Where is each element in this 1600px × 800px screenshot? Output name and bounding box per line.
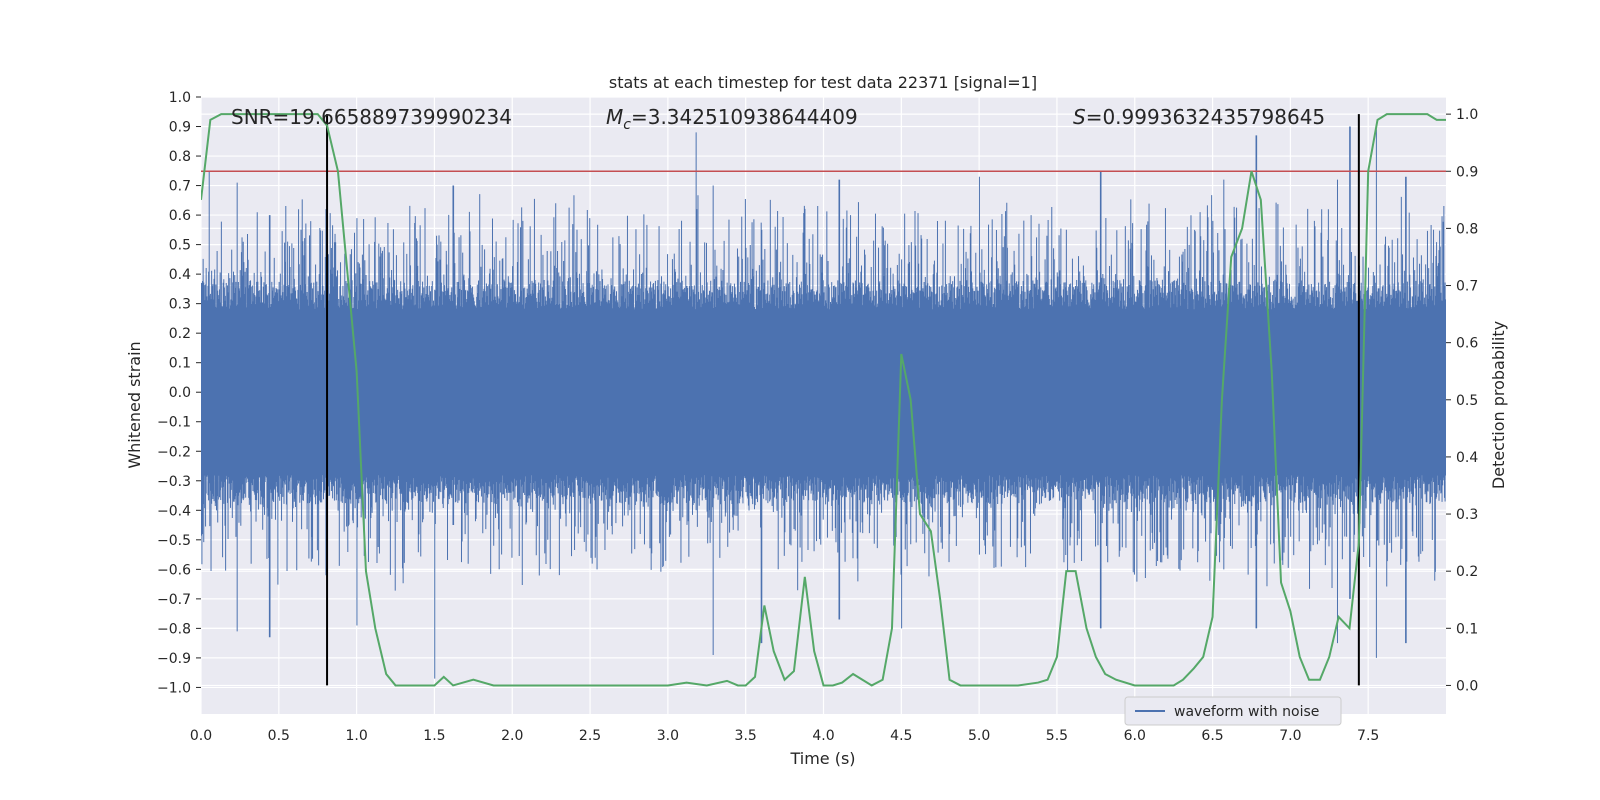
x-tick-label: 0.5 [268, 728, 290, 744]
snr-annotation: SNR=19.665889739990234 [231, 105, 512, 129]
score-symbol: S [1073, 105, 1086, 129]
score-annotation: S=0.9993632435798645 [1073, 105, 1325, 129]
y-tick-label: −0.4 [157, 503, 191, 519]
y-tick-label: 0.8 [169, 149, 191, 165]
y-tick-label: 1.0 [169, 90, 191, 106]
signal-boundary-lines [326, 114, 1360, 686]
y-tick-label: −0.8 [157, 621, 191, 637]
x-tick-label: 5.5 [1046, 728, 1068, 744]
y-tick-label: 0.4 [169, 267, 191, 283]
y2-tick-label: 0.9 [1456, 164, 1478, 180]
x-tick-label: 5.0 [968, 728, 990, 744]
y2-tick-label: 1.0 [1456, 107, 1478, 123]
x-tick-label: 3.0 [657, 728, 679, 744]
x-tick-label: 4.0 [812, 728, 834, 744]
x-tick-label: 6.0 [1124, 728, 1146, 744]
chart-title: stats at each timestep for test data 223… [609, 73, 1037, 92]
waveform-trace [201, 126, 1446, 679]
chirp-mass-subscript: c [623, 117, 631, 133]
legend: waveform with noise [1124, 696, 1342, 726]
y-tick-label: −0.9 [157, 651, 191, 667]
detection-probability-line [201, 113, 1446, 687]
secondary-y-axis-ticks: 1.0 0.9 0.8 0.7 0.6 0.5 0.4 0.3 0.2 0.1 0.0 [1446, 107, 1478, 694]
y-tick-label: 0.5 [169, 238, 191, 254]
y-tick-label: 0.3 [169, 297, 191, 313]
y-tick-label: −0.2 [157, 444, 191, 460]
y-tick-label: −0.6 [157, 562, 191, 578]
x-tick-label: 1.5 [423, 728, 445, 744]
y2-tick-label: 0.1 [1456, 621, 1478, 637]
x-tick-label: 1.0 [345, 728, 367, 744]
score-value: =0.9993632435798645 [1086, 105, 1325, 129]
x-tick-label: 3.5 [735, 728, 757, 744]
x-tick-label: 0.0 [190, 728, 212, 744]
y2-tick-label: 0.8 [1456, 221, 1478, 237]
y-axis-ticks: 1.0 0.9 0.8 0.7 0.6 0.5 0.4 0.3 0.2 0.1 0.0 −0.1 −0.… [157, 90, 201, 696]
x-tick-label: 4.5 [890, 728, 912, 744]
y-tick-label: 0.2 [169, 326, 191, 342]
y-tick-label: −0.5 [157, 533, 191, 549]
y-tick-label: −1.0 [157, 680, 191, 696]
x-tick-label: 7.5 [1357, 728, 1379, 744]
y-tick-label: −0.3 [157, 474, 191, 490]
y2-tick-label: 0.0 [1456, 678, 1478, 694]
y-tick-label: 0.1 [169, 356, 191, 372]
y2-tick-label: 0.7 [1456, 279, 1478, 295]
y-tick-label: −0.7 [157, 592, 191, 608]
waveform-with-noise-series [201, 126, 1446, 679]
chirp-mass-annotation: Mc=3.342510938644409 [606, 105, 858, 133]
x-axis-title: Time (s) [789, 749, 855, 768]
y2-tick-label: 0.4 [1456, 450, 1478, 466]
x-tick-label: 6.5 [1201, 728, 1223, 744]
x-tick-label: 2.0 [501, 728, 523, 744]
y2-axis-title: Detection probability [1489, 321, 1508, 489]
y-tick-label: 0.7 [169, 179, 191, 195]
y-tick-label: 0.6 [169, 208, 191, 224]
chirp-mass-symbol: M [606, 105, 623, 129]
y-tick-label: −0.1 [157, 415, 191, 431]
x-tick-label: 2.5 [579, 728, 601, 744]
y-axis-title: Whitened strain [125, 341, 144, 468]
legend-box [1124, 696, 1342, 726]
y2-tick-label: 0.5 [1456, 393, 1478, 409]
y2-tick-label: 0.2 [1456, 564, 1478, 580]
x-tick-label: 7.0 [1279, 728, 1301, 744]
y-tick-label: 0.0 [169, 385, 191, 401]
legend-label: waveform with noise [1174, 704, 1319, 720]
y2-tick-label: 0.6 [1456, 336, 1478, 352]
chirp-mass-value: =3.342510938644409 [631, 105, 858, 129]
x-axis-ticks: 0.0 0.5 1.0 1.5 2.0 2.5 3.0 3.5 4.0 4.5 5.0 5.5 6.0 6… [190, 728, 1379, 744]
y2-tick-label: 0.3 [1456, 507, 1478, 523]
y-tick-label: 0.9 [169, 120, 191, 136]
